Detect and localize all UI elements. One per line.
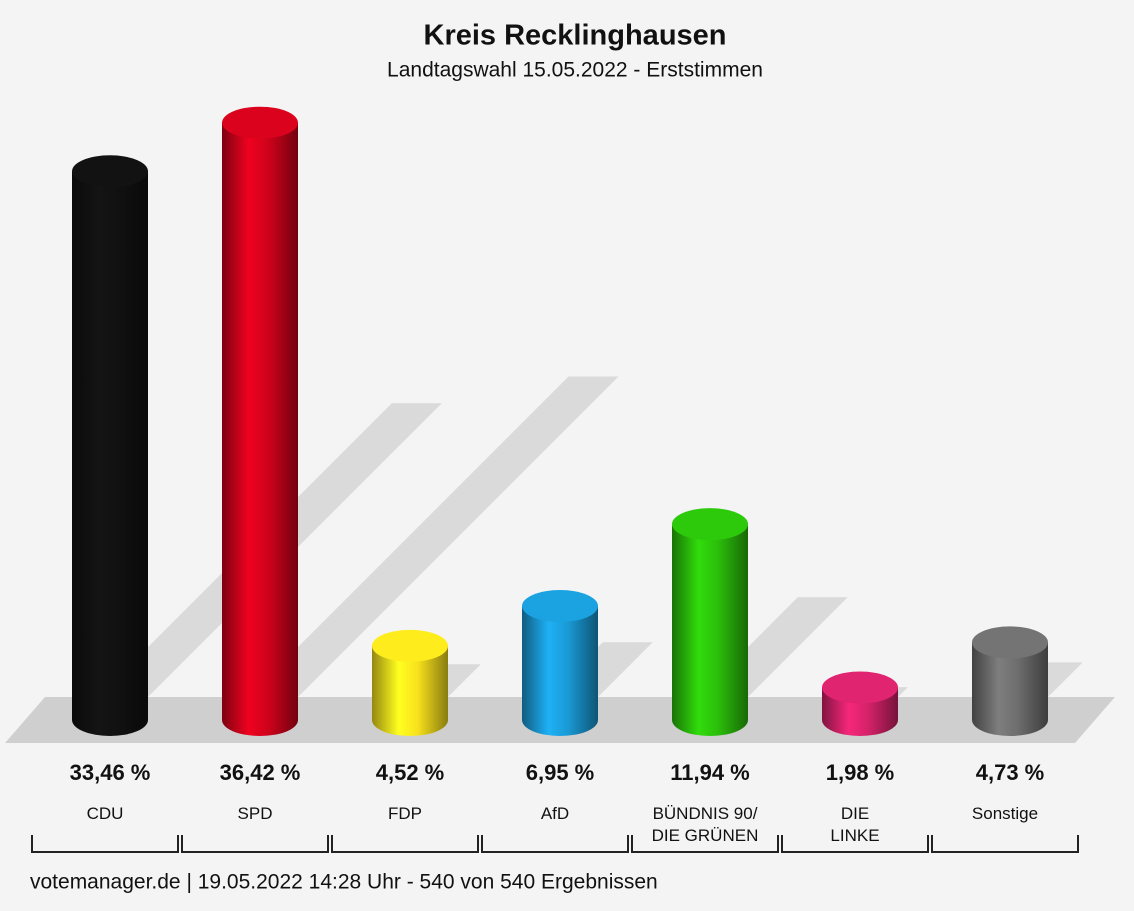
category-bracket — [481, 835, 629, 853]
category-label: SPD — [237, 804, 273, 823]
bar — [672, 524, 748, 736]
category-bracket — [181, 835, 329, 853]
category-bracket — [931, 835, 1079, 853]
category-label: AfD — [540, 804, 570, 823]
value-label: 36,42 % — [220, 760, 301, 785]
bar-top — [222, 106, 298, 139]
category-bracket — [31, 835, 179, 853]
category-bracket — [331, 835, 479, 853]
footer: votemanager.de | 19.05.2022 14:28 Uhr - … — [30, 871, 658, 894]
bar-shadow — [240, 376, 619, 705]
bar — [522, 606, 598, 736]
bar-top — [972, 626, 1048, 659]
bar — [222, 122, 298, 737]
value-label: 33,46 % — [70, 760, 151, 785]
chart-title: Kreis Recklinghausen — [424, 20, 727, 52]
bar-top — [822, 671, 898, 704]
bar-top — [672, 508, 748, 541]
bar — [972, 642, 1048, 736]
category-label: CDU — [86, 804, 124, 823]
category-label: DIE LINKE — [830, 804, 880, 845]
value-label: 4,52 % — [376, 760, 445, 785]
category-label: Sonstige — [971, 804, 1039, 823]
category-bracket — [781, 835, 929, 853]
value-label: 4,73 % — [976, 760, 1045, 785]
value-label: 6,95 % — [526, 760, 595, 785]
category-label: FDP — [388, 804, 422, 823]
bar-top — [72, 155, 148, 188]
category-label: BÜNDNIS 90/ DIE GRÜNEN — [651, 804, 759, 845]
category-bracket — [631, 835, 779, 853]
bar — [72, 171, 148, 736]
bar-top — [522, 590, 598, 623]
bar — [372, 645, 448, 736]
value-label: 1,98 % — [826, 760, 895, 785]
value-label: 11,94 % — [670, 760, 750, 785]
chart-subtitle: Landtagswahl 15.05.2022 - Erststimmen — [387, 59, 763, 82]
bar-top — [372, 629, 448, 662]
